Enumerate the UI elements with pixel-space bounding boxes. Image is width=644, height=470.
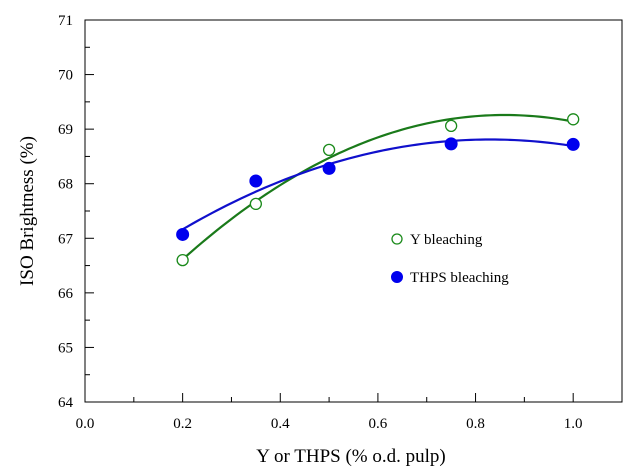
data-point-y-bleaching — [567, 113, 580, 126]
data-point-y-bleaching — [176, 253, 189, 267]
data-point-thps-bleaching — [249, 174, 263, 188]
y-tick-label: 71 — [58, 13, 73, 29]
x-tick-label: 0.4 — [271, 416, 290, 432]
fit-curve-y-bleaching — [181, 113, 574, 261]
data-point-thps-bleaching — [444, 137, 458, 151]
fit-curve-thps-bleaching — [182, 138, 574, 231]
legend-label: Y bleaching — [410, 232, 483, 248]
y-tick-label: 64 — [58, 395, 74, 411]
legend-marker-thps-bleaching — [391, 271, 403, 283]
legend: Y bleaching THPS bleaching — [391, 232, 509, 286]
data-point-thps-bleaching — [566, 137, 580, 151]
ticks: 0.0 0.2 0.4 0.6 0.8 1.0 64 65 66 67 68 69 70 71 — [58, 13, 623, 432]
y-tick-label: 66 — [58, 286, 74, 302]
data-point-thps-bleaching — [322, 161, 336, 175]
axes — [84, 19, 623, 403]
x-tick-label: 1.0 — [564, 416, 583, 432]
x-tick-label: 0.2 — [173, 416, 192, 432]
legend-label: THPS bleaching — [410, 270, 509, 286]
y-tick-label: 65 — [58, 340, 73, 356]
y-axis-label: ISO Brightness (%) — [17, 136, 38, 286]
x-tick-label: 0.8 — [466, 416, 485, 432]
y-tick-label: 69 — [58, 122, 73, 138]
data-point-y-bleaching — [444, 119, 458, 133]
x-axis-label: Y or THPS (% o.d. pulp) — [256, 446, 445, 467]
data-point-thps-bleaching — [176, 227, 190, 241]
y-tick-label: 68 — [58, 177, 73, 193]
legend-marker-y-bleaching — [391, 233, 403, 245]
y-tick-label: 67 — [58, 231, 74, 247]
plot-frame — [84, 19, 623, 403]
data-point-y-bleaching — [322, 143, 336, 157]
x-tick-label: 0.6 — [369, 416, 388, 432]
x-tick-label: 0.0 — [76, 416, 95, 432]
y-tick-label: 70 — [58, 68, 73, 84]
data-points — [176, 113, 580, 267]
data-point-y-bleaching — [249, 197, 263, 211]
fit-curves — [181, 113, 574, 261]
